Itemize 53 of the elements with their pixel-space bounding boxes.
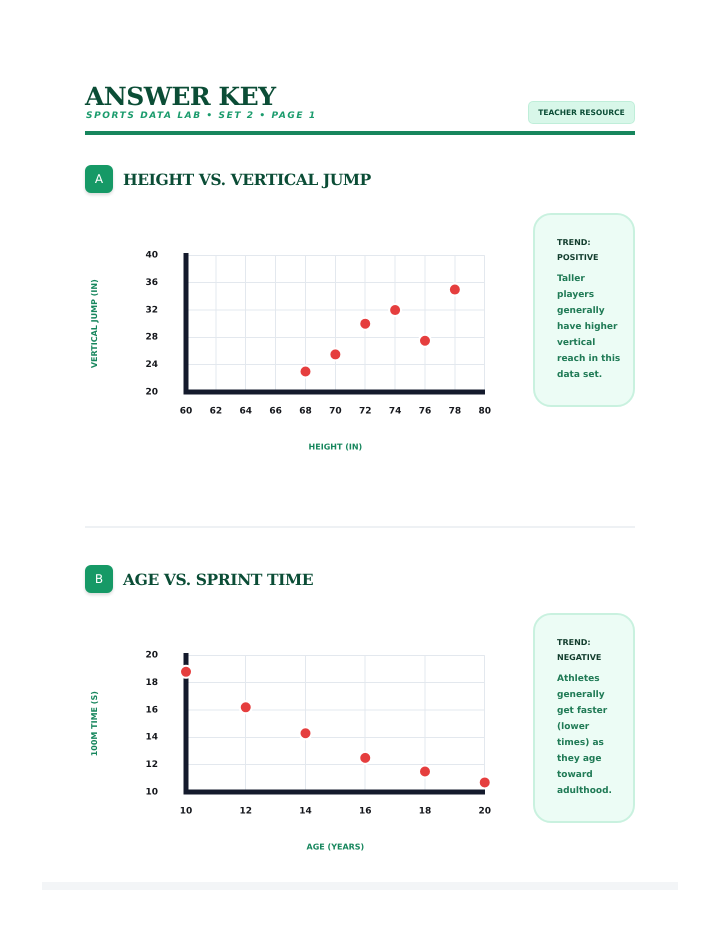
y-tick-label: 40	[145, 250, 158, 261]
y-tick-label: 10	[145, 787, 158, 798]
x-tick-label: 64	[239, 406, 252, 417]
text: TREND: NEGATIVE	[557, 637, 602, 664]
x-tick-label: 70	[329, 406, 342, 417]
y-tick-label: 36	[145, 278, 158, 288]
y-tick-label: 20	[145, 387, 158, 398]
text: Taller players generally have higher vertical reach in this data set.	[557, 273, 622, 382]
y-tick-label: 18	[145, 678, 158, 688]
x-tick-label: 20	[478, 806, 492, 817]
point	[448, 282, 462, 297]
x-tick-label: 12	[239, 806, 252, 817]
x-axis-title: AGE (YEARS)	[306, 842, 364, 852]
x-tick-label: 78	[448, 406, 462, 417]
text: Athletes generally get faster (lower times) as they age toward adulthood.	[557, 673, 613, 798]
x-tick-label: 74	[388, 406, 402, 417]
point	[418, 334, 432, 348]
x-tick-label: 14	[299, 806, 312, 817]
point	[238, 700, 253, 714]
x-tick-label: 80	[478, 406, 492, 417]
point	[388, 303, 402, 318]
y-tick-label: 14	[145, 732, 158, 743]
x-tick-label: 16	[358, 806, 372, 817]
chart-title: AGE VS. SPRINT TIME	[123, 570, 314, 589]
y-tick-label: 20	[145, 650, 158, 661]
point	[328, 347, 342, 362]
point	[478, 775, 492, 790]
y-axis-title: 100M TIME (S)	[90, 691, 99, 756]
x-tick-label: 66	[269, 406, 282, 417]
x-tick-label: 68	[299, 406, 312, 417]
text: TREND: POSITIVE	[557, 237, 600, 264]
x-tick-label: 10	[180, 806, 192, 817]
y-tick-label: 16	[145, 705, 158, 716]
x-tick-label: 62	[210, 406, 222, 417]
x-axis-title: HEIGHT (IN)	[308, 442, 362, 452]
chart-title: HEIGHT VS. VERTICAL JUMP	[123, 170, 371, 189]
y-axis-title: VERTICAL JUMP (IN)	[90, 279, 99, 368]
x-tick-label: 76	[418, 406, 432, 417]
point	[358, 750, 372, 765]
y-tick-label: 12	[145, 760, 158, 770]
text: B	[85, 565, 113, 593]
text: SPORTS DATA LAB • SET 2 • PAGE 1	[86, 111, 317, 121]
x-tick-label: 60	[180, 406, 192, 417]
y-tick-label: 24	[145, 360, 158, 370]
point	[298, 726, 312, 740]
x-tick-label: 72	[358, 406, 372, 417]
text: ANSWER KEY	[85, 82, 276, 111]
y-tick-label: 28	[145, 332, 158, 343]
text: A	[85, 165, 113, 193]
point	[358, 316, 372, 331]
y-tick-label: 32	[145, 305, 158, 316]
point	[179, 664, 193, 679]
x-tick-label: 18	[418, 806, 432, 817]
